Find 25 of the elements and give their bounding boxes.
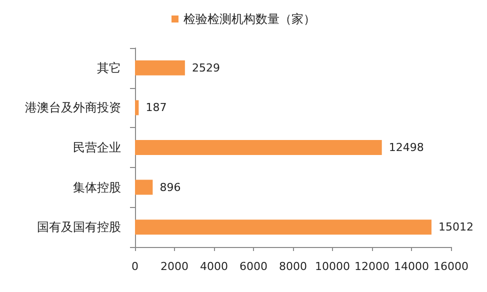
x-tick-label: 14000 bbox=[394, 260, 429, 273]
x-tick-label: 4000 bbox=[200, 260, 228, 273]
x-tick-label: 10000 bbox=[315, 260, 350, 273]
data-label: 12498 bbox=[388, 141, 424, 154]
data-label: 187 bbox=[146, 101, 167, 114]
data-label: 2529 bbox=[192, 61, 220, 74]
y-tick-label: 民营企业 bbox=[73, 140, 121, 154]
bar bbox=[135, 180, 153, 195]
x-tick-label: 2000 bbox=[160, 260, 188, 273]
legend-label: 检验检测机构数量（家） bbox=[184, 12, 316, 26]
x-tick-label: 16000 bbox=[434, 260, 468, 273]
x-tick-label: 0 bbox=[132, 260, 138, 273]
bar bbox=[135, 220, 432, 235]
x-tick-label: 12000 bbox=[354, 260, 390, 273]
data-label: 896 bbox=[160, 180, 181, 194]
y-tick-label: 港澳台及外商投资 bbox=[25, 100, 121, 115]
y-tick-label: 其它 bbox=[97, 60, 121, 75]
y-tick-label: 国有及国有控股 bbox=[37, 220, 121, 234]
y-tick-label: 集体控股 bbox=[73, 180, 121, 194]
bar bbox=[135, 60, 185, 76]
x-tick-label: 6000 bbox=[240, 260, 268, 273]
bar bbox=[135, 140, 382, 155]
x-tick-label: 8000 bbox=[279, 260, 307, 273]
bar bbox=[135, 100, 139, 116]
data-label: 15012 bbox=[438, 220, 474, 234]
